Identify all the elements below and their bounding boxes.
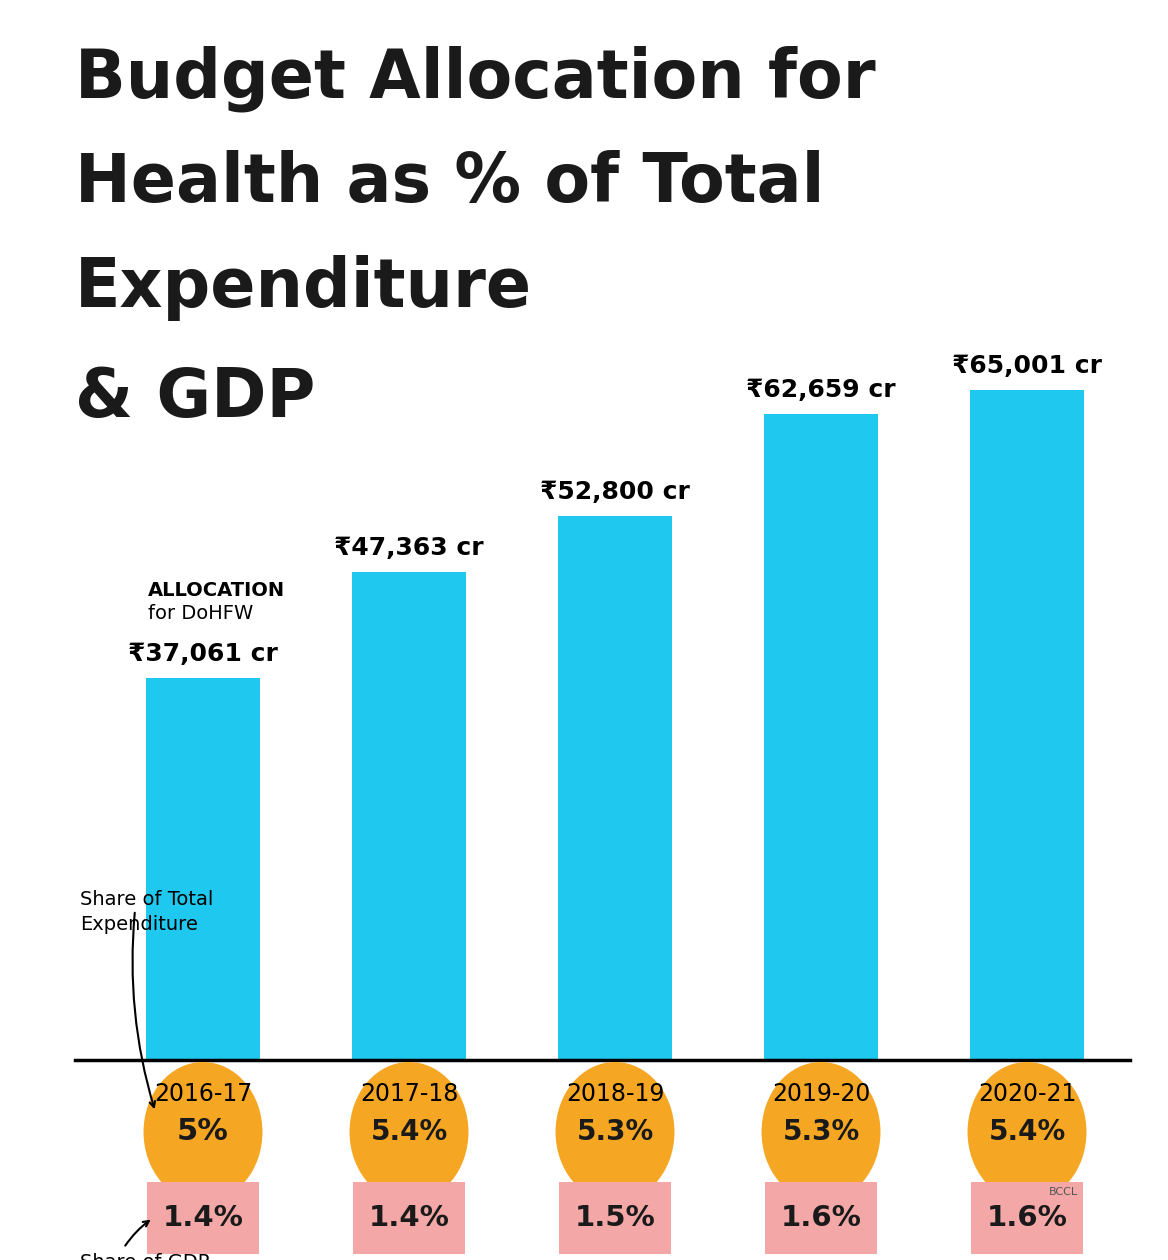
Text: 2019-20: 2019-20 — [772, 1082, 870, 1106]
Text: ₹37,061 cr: ₹37,061 cr — [128, 643, 278, 667]
Text: 2018-19: 2018-19 — [565, 1082, 665, 1106]
Text: 5.3%: 5.3% — [783, 1118, 860, 1147]
Text: & GDP: & GDP — [75, 365, 315, 431]
Bar — [765, 1182, 876, 1254]
Bar — [971, 391, 1084, 1060]
Text: 2017-18: 2017-18 — [360, 1082, 458, 1106]
Text: ₹47,363 cr: ₹47,363 cr — [334, 536, 484, 559]
Bar — [972, 1182, 1083, 1254]
Text: 2020-21: 2020-21 — [978, 1082, 1076, 1106]
Text: ALLOCATION: ALLOCATION — [148, 581, 285, 600]
Text: 5.3%: 5.3% — [576, 1118, 654, 1147]
Ellipse shape — [349, 1062, 468, 1202]
Text: 5%: 5% — [178, 1118, 229, 1147]
Text: 2016-17: 2016-17 — [154, 1082, 252, 1106]
Text: ₹62,659 cr: ₹62,659 cr — [746, 378, 896, 402]
Text: Health as % of Total: Health as % of Total — [75, 150, 825, 215]
Bar — [354, 1182, 465, 1254]
Ellipse shape — [144, 1062, 263, 1202]
Text: Budget Allocation for: Budget Allocation for — [75, 45, 876, 111]
Text: ₹52,800 cr: ₹52,800 cr — [540, 480, 690, 504]
Text: 1.5%: 1.5% — [575, 1205, 655, 1232]
Ellipse shape — [762, 1062, 881, 1202]
Text: 1.4%: 1.4% — [369, 1205, 450, 1232]
Ellipse shape — [556, 1062, 674, 1202]
Text: 1.4%: 1.4% — [162, 1205, 243, 1232]
Bar — [146, 678, 259, 1060]
Text: 5.4%: 5.4% — [370, 1118, 447, 1147]
Text: Share of Total
Expenditure: Share of Total Expenditure — [79, 890, 214, 934]
Text: 1.6%: 1.6% — [987, 1205, 1068, 1232]
Text: 1.6%: 1.6% — [780, 1205, 862, 1232]
Bar — [559, 1182, 670, 1254]
Ellipse shape — [967, 1062, 1086, 1202]
Bar — [558, 515, 672, 1060]
Text: ₹65,001 cr: ₹65,001 cr — [952, 354, 1101, 378]
Bar — [764, 415, 877, 1060]
Bar — [147, 1182, 258, 1254]
Text: 5.4%: 5.4% — [988, 1118, 1065, 1147]
Bar — [353, 572, 466, 1060]
Text: BCCL: BCCL — [1049, 1187, 1078, 1197]
Text: Expenditure: Expenditure — [75, 255, 533, 321]
Text: Share of GDP: Share of GDP — [79, 1252, 209, 1260]
Text: for DoHFW: for DoHFW — [148, 604, 253, 622]
